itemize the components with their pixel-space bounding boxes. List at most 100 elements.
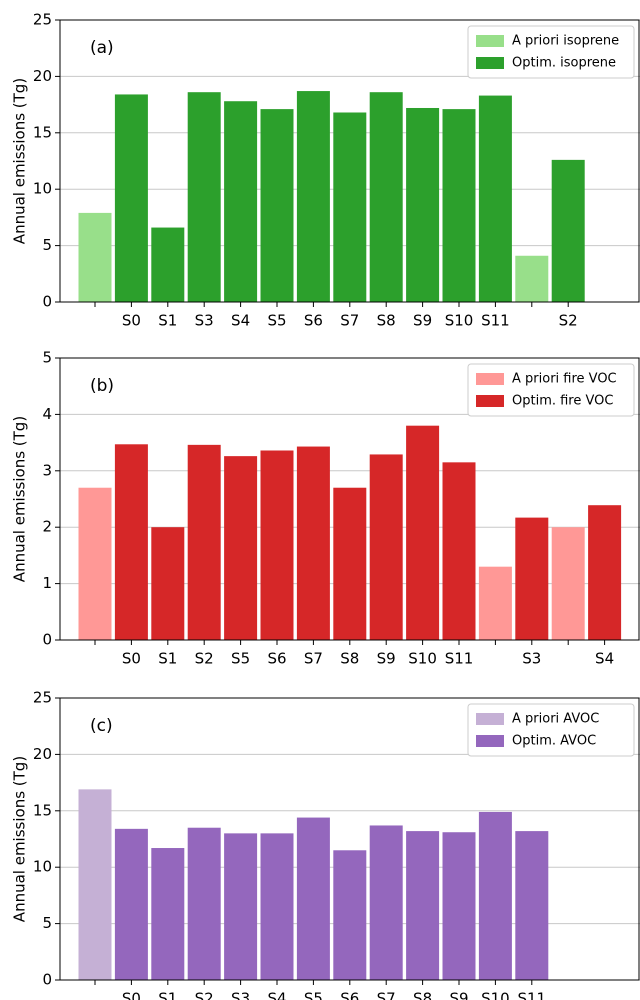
- bar: [78, 487, 112, 640]
- bar: [478, 95, 512, 303]
- x-tick-label: S11: [517, 990, 546, 1000]
- bar: [114, 828, 148, 980]
- x-tick-label: S6: [267, 650, 286, 668]
- legend-box: [467, 363, 635, 417]
- legend-label: A priori isoprene: [512, 34, 619, 49]
- x-tick-label: S0: [122, 990, 141, 1000]
- x-tick-label: S7: [340, 312, 359, 330]
- legend-swatch: [476, 735, 504, 747]
- y-tick-label: 25: [33, 11, 52, 29]
- bar: [114, 444, 148, 640]
- y-tick-label: 3: [42, 461, 52, 479]
- x-tick-label: S10: [408, 650, 437, 668]
- panel-label: (c): [90, 716, 113, 736]
- bar: [333, 850, 367, 980]
- bar: [369, 825, 403, 980]
- y-tick-label: 1: [42, 574, 52, 592]
- bar: [442, 462, 476, 640]
- x-tick-label: S2: [195, 650, 214, 668]
- bar: [296, 446, 330, 640]
- bar: [151, 227, 185, 302]
- x-tick-label: S9: [377, 650, 396, 668]
- bar: [151, 848, 185, 980]
- y-tick-label: 0: [42, 971, 52, 989]
- bar: [442, 832, 476, 980]
- panel-label: (b): [90, 376, 114, 396]
- bar: [406, 425, 440, 640]
- x-tick-label: S6: [304, 312, 323, 330]
- x-tick-label: S4: [231, 312, 250, 330]
- bar: [260, 450, 294, 640]
- y-tick-label: 4: [42, 405, 52, 423]
- legend-label: Optim. AVOC: [512, 734, 596, 749]
- x-tick-label: S2: [195, 990, 214, 1000]
- x-tick-label: S5: [304, 990, 323, 1000]
- y-tick-label: 5: [42, 914, 52, 932]
- y-tick-label: 0: [42, 631, 52, 649]
- bar: [296, 817, 330, 980]
- legend-swatch: [476, 395, 504, 407]
- legend-swatch: [476, 373, 504, 385]
- legend-swatch: [476, 35, 504, 47]
- x-tick-label: S0: [122, 650, 141, 668]
- axes-frame: [59, 697, 640, 981]
- y-axis-label: Annual emissions (Tg): [11, 756, 29, 922]
- y-tick-label: 15: [33, 123, 52, 141]
- bar: [187, 444, 221, 640]
- x-tick-label: S7: [377, 990, 396, 1000]
- bar: [114, 94, 148, 302]
- bar: [406, 831, 440, 980]
- legend-label: Optim. isoprene: [512, 56, 616, 71]
- panel: 0 5 10 15 20 25 S0 S1 S2 S3 S4 S5 S6 S7 S8 S9 S10 S11 (c) A…: [11, 689, 640, 1000]
- bar: [515, 831, 549, 980]
- y-tick-label: 2: [42, 518, 52, 536]
- bar: [588, 505, 622, 640]
- bar: [551, 159, 585, 302]
- x-tick-label: S2: [559, 312, 578, 330]
- bar: [296, 91, 330, 303]
- legend-box: [467, 703, 635, 757]
- axes-frame: [59, 19, 640, 303]
- y-tick-label: 5: [42, 349, 52, 367]
- legend-label: A priori fire VOC: [512, 372, 617, 387]
- x-tick-label: S5: [267, 312, 286, 330]
- x-tick-label: S4: [595, 650, 614, 668]
- bar: [442, 109, 476, 302]
- x-tick-label: S1: [158, 990, 177, 1000]
- panel: 0 1 2 3 4 5 S0 S1 S2 S5 S6 S7 S8 S9 S10 S11 S3 S4 (b) Annua…: [11, 349, 640, 668]
- bar: [224, 833, 258, 980]
- y-tick-label: 10: [33, 858, 52, 876]
- bar: [551, 527, 585, 640]
- x-tick-label: S3: [195, 312, 214, 330]
- legend-swatch: [476, 57, 504, 69]
- legend-swatch: [476, 713, 504, 725]
- bar: [406, 107, 440, 302]
- bar: [515, 255, 549, 302]
- y-axis-label: Annual emissions (Tg): [11, 78, 29, 244]
- legend-label: A priori AVOC: [512, 712, 599, 727]
- x-tick-label: S10: [445, 312, 474, 330]
- x-tick-label: S1: [158, 312, 177, 330]
- y-tick-label: 15: [33, 801, 52, 819]
- x-tick-label: S8: [377, 312, 396, 330]
- bar: [78, 789, 112, 980]
- y-tick-label: 10: [33, 180, 52, 198]
- bar: [333, 487, 367, 640]
- bar: [260, 833, 294, 980]
- y-tick-label: 20: [33, 67, 52, 85]
- x-tick-label: S11: [445, 650, 474, 668]
- x-tick-label: S8: [340, 650, 359, 668]
- x-tick-label: S11: [481, 312, 510, 330]
- panel: 0 5 10 15 20 25 S0 S1 S3 S4 S5 S6 S7 S8 S9 S10 S11 S2 (a) A…: [11, 11, 640, 330]
- bar: [515, 517, 549, 640]
- legend-box: [467, 25, 635, 79]
- bar: [224, 456, 258, 640]
- bar: [78, 212, 112, 302]
- bar: [151, 527, 185, 640]
- y-axis-label: Annual emissions (Tg): [11, 416, 29, 582]
- x-tick-label: S3: [231, 990, 250, 1000]
- y-tick-label: 5: [42, 236, 52, 254]
- bar: [224, 101, 258, 302]
- y-tick-label: 20: [33, 745, 52, 763]
